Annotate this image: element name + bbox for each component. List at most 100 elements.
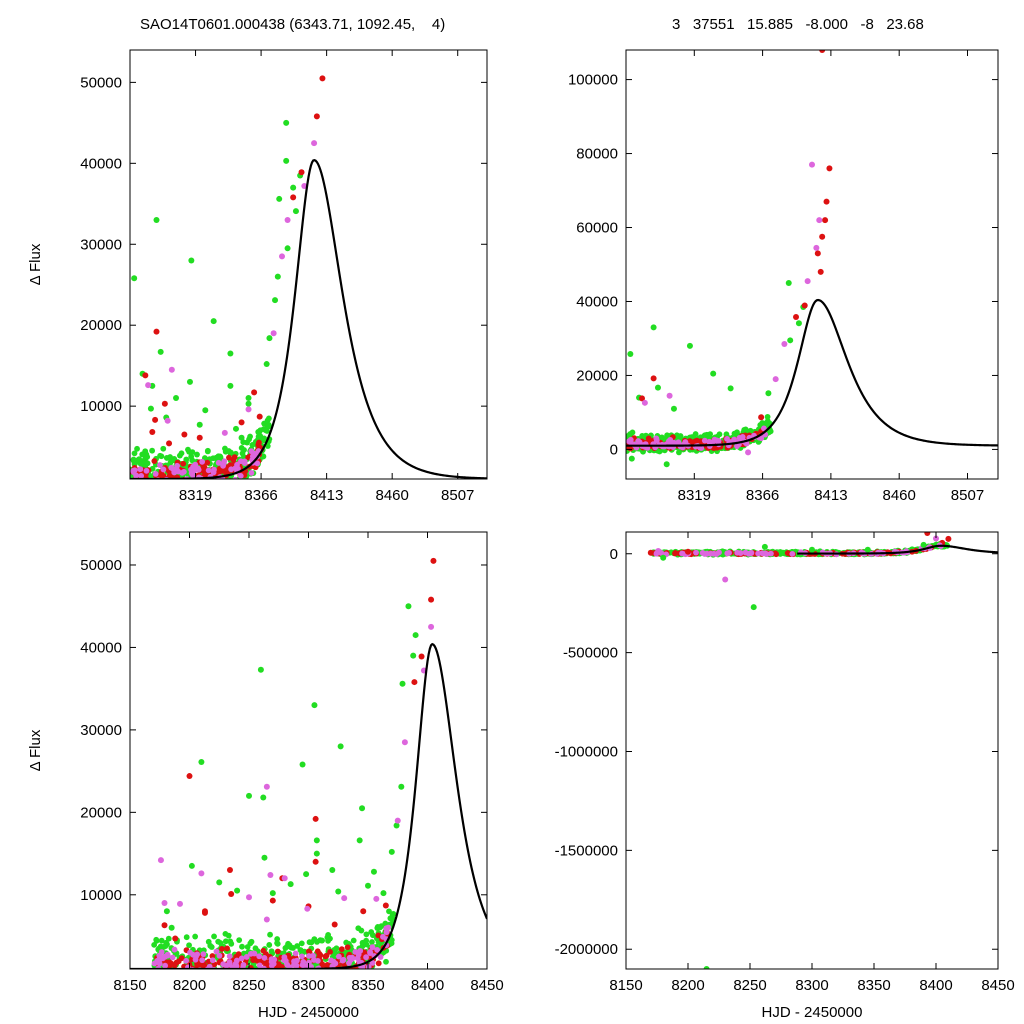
data-point-violet bbox=[755, 550, 762, 557]
data-point-red bbox=[772, 550, 779, 557]
y-tick-label: 60000 bbox=[576, 220, 618, 237]
data-point-violet bbox=[215, 459, 222, 466]
data-point-green bbox=[356, 971, 362, 977]
data-point-green bbox=[764, 413, 771, 420]
x-tick-label: 8366 bbox=[746, 487, 779, 504]
data-point-red bbox=[324, 962, 331, 968]
data-point-green bbox=[339, 970, 345, 976]
data-point-green bbox=[761, 543, 768, 550]
data-point-green bbox=[257, 666, 264, 673]
data-point-green bbox=[157, 487, 163, 493]
data-point-green bbox=[166, 976, 172, 982]
data-point-green bbox=[663, 461, 670, 468]
data-point-red bbox=[246, 971, 252, 977]
data-point-red bbox=[181, 431, 188, 438]
data-point-red bbox=[823, 198, 830, 205]
data-point-red bbox=[826, 165, 833, 172]
data-point-green bbox=[162, 482, 168, 488]
data-point-violet bbox=[246, 894, 252, 901]
data-point-red bbox=[186, 478, 189, 479]
data-point-violet bbox=[213, 948, 220, 955]
data-point-green bbox=[329, 978, 335, 984]
data-point-violet bbox=[299, 962, 306, 968]
axes-frame bbox=[625, 49, 999, 480]
data-point-red bbox=[360, 908, 367, 915]
data-point-green bbox=[386, 908, 392, 915]
data-point-red bbox=[299, 968, 301, 969]
data-point-green bbox=[412, 632, 419, 639]
data-point-violet bbox=[237, 472, 244, 479]
data-point-green bbox=[153, 936, 160, 943]
data-point-violet bbox=[377, 954, 384, 960]
data-point-violet bbox=[401, 739, 408, 746]
data-point-green bbox=[186, 378, 193, 385]
data-point-green bbox=[285, 977, 291, 983]
data-point-green bbox=[153, 480, 159, 486]
data-point-violet bbox=[268, 956, 275, 963]
data-point-red bbox=[194, 971, 200, 977]
data-point-green bbox=[169, 478, 171, 479]
data-point-red bbox=[238, 419, 245, 426]
data-point-green bbox=[158, 482, 164, 488]
data-point-green bbox=[202, 480, 208, 486]
data-point-green bbox=[216, 485, 222, 491]
data-point-green bbox=[260, 794, 267, 801]
data-point-green bbox=[920, 541, 927, 548]
data-point-green bbox=[141, 484, 147, 490]
data-point-violet bbox=[198, 870, 205, 877]
data-point-green bbox=[209, 981, 215, 987]
data-point-green bbox=[215, 483, 221, 489]
data-point-green bbox=[261, 854, 268, 861]
data-point-green bbox=[370, 868, 377, 875]
data-point-red bbox=[204, 459, 211, 466]
data-point-green bbox=[399, 680, 406, 687]
y-tick-label: -1500000 bbox=[555, 842, 618, 859]
data-point-violet bbox=[734, 443, 740, 450]
data-point-red bbox=[801, 302, 808, 309]
data-point-red bbox=[181, 481, 187, 487]
data-point-red bbox=[196, 480, 202, 486]
data-point-violet bbox=[232, 476, 239, 479]
x-tick-label: 8460 bbox=[883, 487, 916, 504]
data-point-green bbox=[136, 480, 142, 486]
y-tick-label: 0 bbox=[610, 441, 618, 458]
data-point-green bbox=[196, 480, 202, 486]
data-point-green bbox=[363, 941, 370, 948]
y-tick-label: 40000 bbox=[80, 155, 122, 172]
data-point-violet bbox=[781, 341, 788, 348]
data-point-red bbox=[304, 970, 310, 976]
data-point-red bbox=[156, 971, 162, 977]
data-point-green bbox=[338, 968, 341, 969]
data-point-violet bbox=[284, 216, 291, 223]
x-tick-label: 8350 bbox=[857, 977, 890, 994]
data-point-green bbox=[165, 971, 171, 977]
data-point-green bbox=[234, 887, 241, 894]
data-point-green bbox=[131, 450, 138, 457]
data-point-green bbox=[265, 974, 271, 980]
data-point-green bbox=[250, 968, 254, 969]
data-point-red bbox=[822, 217, 829, 224]
data-point-green bbox=[155, 975, 161, 981]
data-point-red bbox=[228, 890, 235, 897]
data-point-violet bbox=[152, 471, 159, 477]
data-point-green bbox=[319, 937, 326, 944]
data-point-green bbox=[267, 931, 273, 938]
data-point-violet bbox=[373, 895, 380, 902]
data-point-green bbox=[254, 969, 260, 975]
data-point-violet bbox=[180, 970, 186, 976]
data-point-violet bbox=[155, 480, 161, 486]
data-point-green bbox=[158, 937, 165, 944]
data-point-green bbox=[208, 971, 214, 977]
data-point-violet bbox=[163, 485, 169, 491]
data-point-red bbox=[251, 389, 258, 396]
data-point-green bbox=[183, 934, 190, 941]
data-point-green bbox=[350, 937, 357, 944]
data-point-green bbox=[134, 484, 140, 490]
data-point-green bbox=[216, 879, 223, 886]
data-point-violet bbox=[279, 253, 286, 260]
data-point-green bbox=[225, 480, 231, 486]
data-point-green bbox=[227, 350, 234, 357]
data-point-violet bbox=[216, 971, 222, 977]
data-point-violet bbox=[256, 953, 263, 960]
data-point-violet bbox=[259, 970, 265, 976]
